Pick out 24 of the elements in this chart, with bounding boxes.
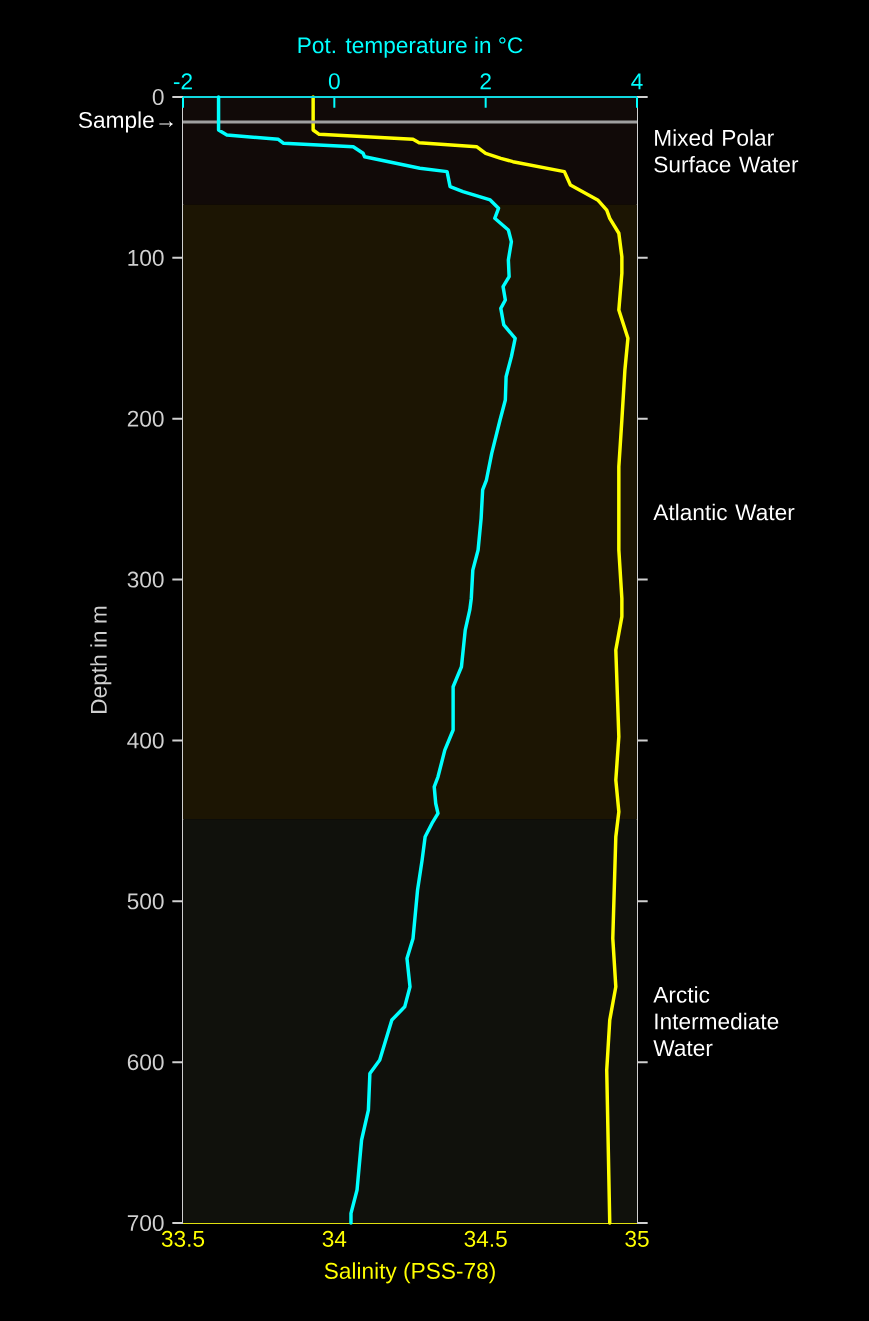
x2-tick-label: 2	[480, 73, 491, 90]
y-tick-label: 500	[127, 893, 164, 910]
x-tick-label: 33.5	[161, 1230, 205, 1247]
y-tick-label: 100	[128, 249, 164, 266]
x2-tick-label: -2	[173, 73, 192, 90]
y-tick-label: 600	[127, 1054, 164, 1071]
line-series	[311, 95, 630, 1225]
y-axis-title: Depth in m	[90, 606, 112, 713]
band-label: Mixed Polar Surface Water	[654, 129, 799, 173]
x2-tick-label: 0	[328, 73, 340, 90]
band-label: Atlantic Water	[653, 503, 795, 521]
y-tick-label: 200	[127, 410, 164, 427]
y-tick-label: 400	[127, 732, 164, 749]
y-tick-label: 300	[127, 571, 164, 588]
x2-axis-title: Pot. temperature in °C	[298, 36, 523, 58]
x2-tick-label: 4	[631, 73, 643, 90]
ref-line-label: Sample→	[78, 111, 173, 133]
y-tick-label: 700	[127, 1214, 164, 1232]
x-tick-label: 34.5	[464, 1230, 507, 1247]
band-label: Arctic Intermediate Water	[653, 986, 779, 1057]
y-tick-label: 0	[152, 88, 164, 106]
x-axis-title: Salinity (PSS-78)	[324, 1262, 495, 1284]
x-tick-label: 35	[625, 1230, 649, 1247]
x-tick-label: 34	[322, 1230, 347, 1247]
